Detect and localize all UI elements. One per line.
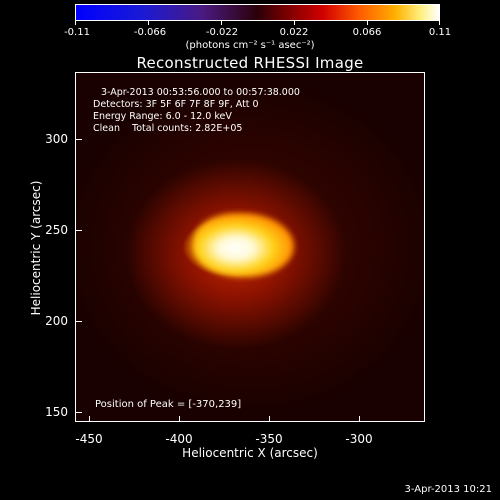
peak-position: Position of Peak = [-370,239] (95, 399, 242, 410)
y-tick-label: 200 (45, 314, 68, 328)
y-tick-label: 150 (45, 405, 68, 419)
x-tick-label: -350 (255, 432, 283, 446)
colorbar-tick: 0.022 (279, 27, 309, 38)
info-detectors: Detectors: 3F 5F 6F 7F 8F 9F, Att 0 (93, 99, 259, 110)
y-axis-label: Heliocentric Y (arcsec) (29, 180, 43, 316)
colorbar-tick: 0.11 (428, 27, 452, 38)
flare-source-blob (194, 213, 294, 277)
info-time-range: 3-Apr-2013 00:53:56.000 to 00:57:38.000 (101, 87, 300, 98)
colorbar-tick: -0.022 (205, 27, 239, 38)
rhessi-image-plot: 3-Apr-2013 00:53:56.000 to 00:57:38.000 … (75, 72, 425, 422)
x-tick-label: -450 (75, 432, 103, 446)
y-tick-label: 300 (45, 132, 68, 146)
image-title: Reconstructed RHESSI Image (136, 54, 364, 72)
y-tick-label: 250 (45, 223, 68, 237)
colorbar-units: (photons cm⁻² s⁻¹ asec⁻²) (185, 40, 315, 51)
colorbar (75, 4, 440, 21)
info-method-counts: Clean Total counts: 2.82E+05 (93, 123, 243, 134)
x-axis-label: Heliocentric X (arcsec) (182, 446, 318, 460)
colorbar-tick: 0.066 (352, 27, 382, 38)
render-timestamp: 3-Apr-2013 10:21 (404, 484, 492, 495)
colorbar-tick: -0.066 (133, 27, 167, 38)
colorbar-tick: -0.11 (64, 27, 90, 38)
x-tick-label: -300 (345, 432, 373, 446)
info-energy-range: Energy Range: 6.0 - 12.0 keV (93, 111, 232, 122)
x-tick-label: -400 (165, 432, 193, 446)
